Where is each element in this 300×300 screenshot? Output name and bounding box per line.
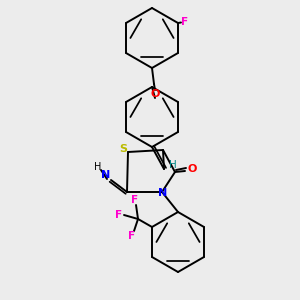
Text: F: F	[116, 210, 123, 220]
Text: F: F	[131, 195, 139, 205]
Text: F: F	[182, 17, 188, 27]
Text: F: F	[128, 231, 136, 241]
Text: O: O	[187, 164, 197, 174]
Text: S: S	[119, 144, 127, 154]
Text: N: N	[101, 170, 111, 180]
Text: H: H	[94, 162, 102, 172]
Text: N: N	[158, 188, 168, 198]
Text: O: O	[150, 89, 160, 99]
Text: H: H	[169, 160, 177, 170]
